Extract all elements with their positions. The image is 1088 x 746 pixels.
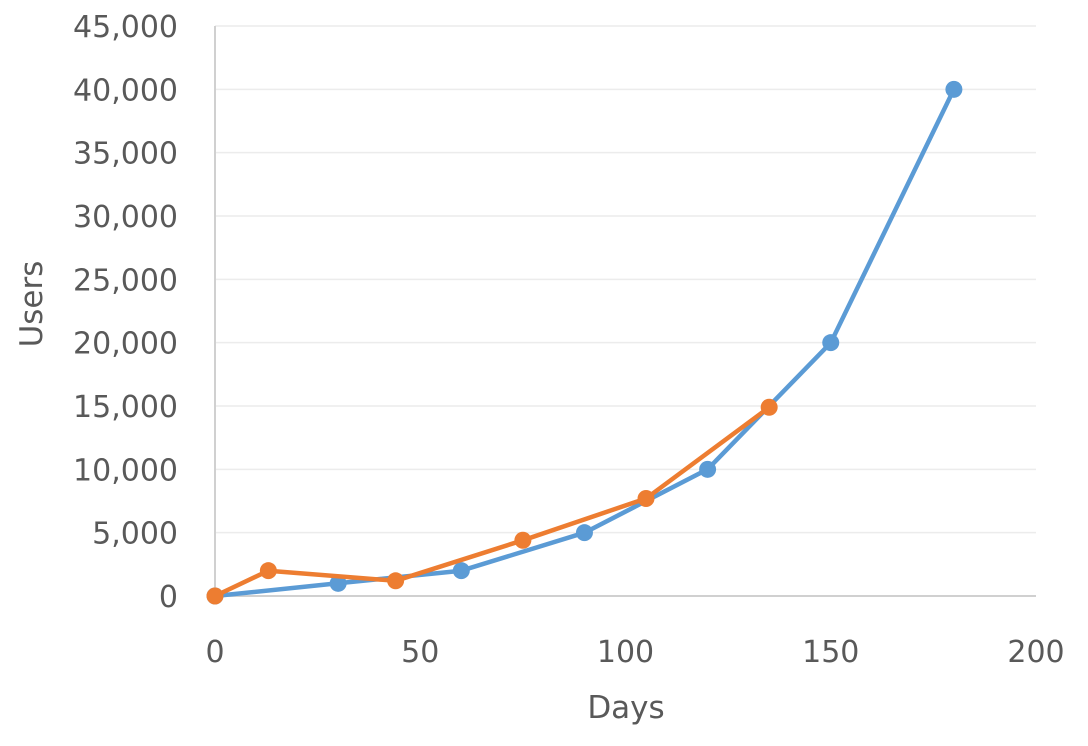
y-tick-label: 0 — [159, 580, 178, 615]
data-point — [945, 80, 963, 98]
series — [206, 80, 963, 605]
data-point — [822, 334, 840, 352]
gridlines — [215, 25, 1036, 534]
x-tick-label: 200 — [1007, 635, 1064, 670]
y-axis-title: Users — [14, 261, 50, 348]
data-point — [699, 460, 717, 478]
data-point — [637, 489, 655, 507]
data-point — [329, 574, 347, 592]
y-tick-label: 5,000 — [92, 517, 178, 552]
data-point — [760, 398, 778, 416]
y-tick-label: 10,000 — [73, 453, 178, 488]
y-tick-label: 20,000 — [73, 327, 178, 362]
x-tick-labels: 0 50 100 150 200 — [205, 635, 1064, 670]
data-point — [452, 562, 470, 580]
data-point — [259, 562, 277, 580]
data-point — [514, 531, 532, 549]
y-tick-labels: 0 5,000 10,000 15,000 20,000 25,000 30,000 35,0… — [73, 10, 178, 615]
x-axis-title: Days — [587, 690, 664, 726]
data-point — [387, 572, 405, 590]
x-tick-label: 0 — [205, 635, 224, 670]
y-tick-label: 30,000 — [73, 200, 178, 235]
axes — [214, 26, 1036, 597]
y-tick-label: 15,000 — [73, 390, 178, 425]
data-point — [575, 524, 593, 542]
series-2 — [206, 398, 778, 605]
x-tick-label: 100 — [597, 635, 654, 670]
y-tick-label: 40,000 — [73, 73, 178, 108]
y-tick-label: 25,000 — [73, 263, 178, 298]
data-point — [206, 587, 224, 605]
series-line — [212, 405, 772, 599]
x-tick-label: 150 — [802, 635, 859, 670]
y-tick-label: 35,000 — [73, 137, 178, 172]
y-tick-label: 45,000 — [73, 10, 178, 45]
x-tick-label: 50 — [401, 635, 439, 670]
